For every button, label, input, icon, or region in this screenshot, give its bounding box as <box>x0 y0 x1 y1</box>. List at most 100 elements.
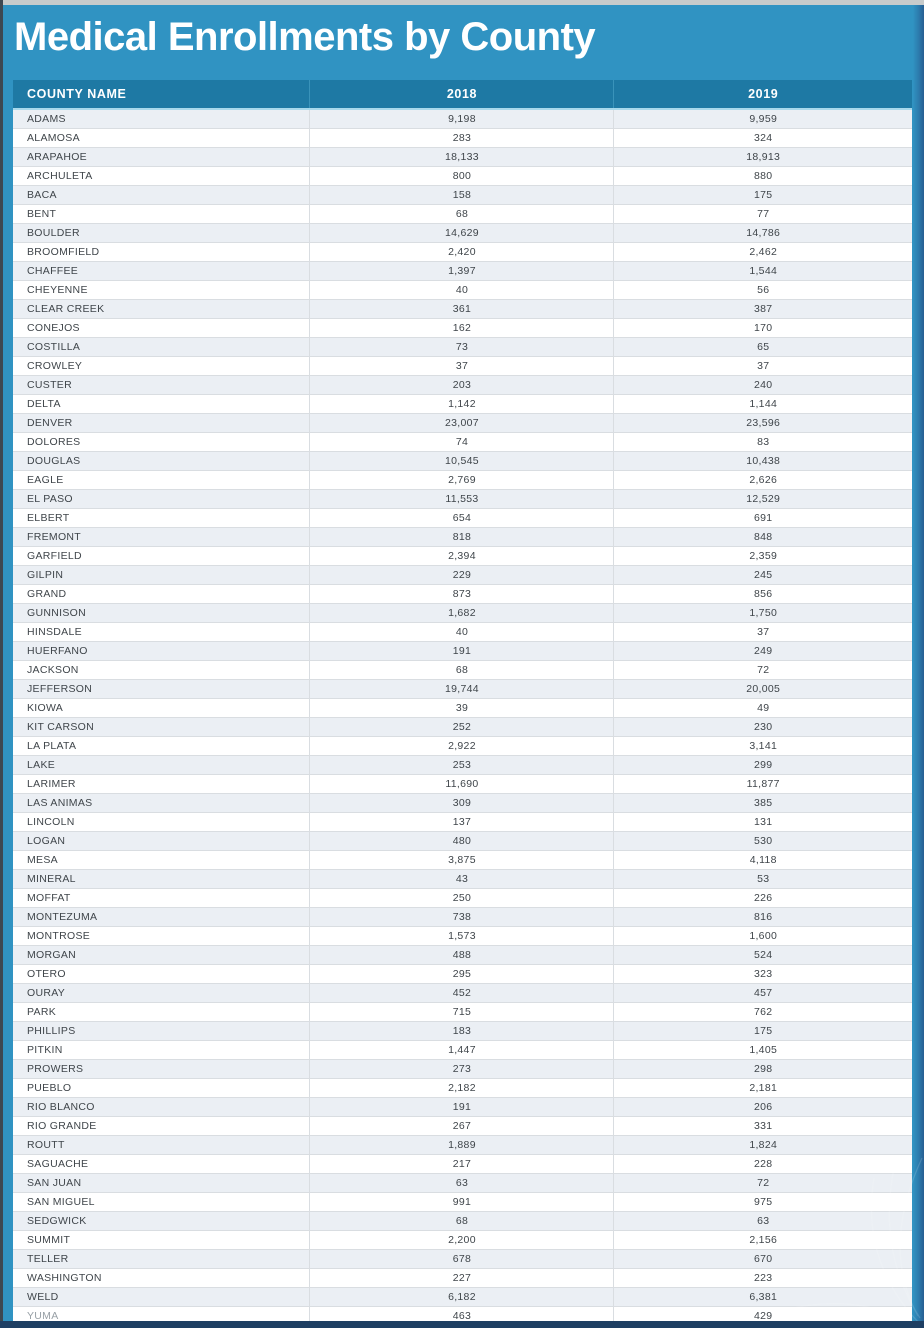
value-2018-cell: 1,889 <box>309 1135 614 1155</box>
value-2019-cell: 65 <box>613 337 912 357</box>
table-body: ADAMS 9,198 9,959 ALAMOSA 283 324 ARAPAHOE 18,1… <box>13 109 912 1326</box>
county-name-cell: KIOWA <box>13 698 310 718</box>
value-2018-cell: 63 <box>309 1173 614 1193</box>
value-2019-cell: 63 <box>613 1211 912 1231</box>
value-2018-cell: 217 <box>309 1154 614 1174</box>
value-2018-cell: 39 <box>309 698 614 718</box>
county-name-cell: MOFFAT <box>13 888 310 908</box>
value-2019-cell: 691 <box>613 508 912 528</box>
value-2019-cell: 228 <box>613 1154 912 1174</box>
county-name-cell: JACKSON <box>13 660 310 680</box>
county-name-cell: RIO GRANDE <box>13 1116 310 1136</box>
table-row: LA PLATA 2,922 3,141 <box>13 736 912 756</box>
value-2019-cell: 72 <box>613 1173 912 1193</box>
value-2018-cell: 1,397 <box>309 261 614 281</box>
table-row: MONTEZUMA 738 816 <box>13 907 912 927</box>
table-row: KIT CARSON 252 230 <box>13 717 912 737</box>
value-2019-cell: 245 <box>613 565 912 585</box>
county-name-cell: GRAND <box>13 584 310 604</box>
county-name-cell: ROUTT <box>13 1135 310 1155</box>
value-2019-cell: 37 <box>613 622 912 642</box>
value-2018-cell: 273 <box>309 1059 614 1079</box>
value-2018-cell: 2,769 <box>309 470 614 490</box>
table-row: WELD 6,182 6,381 <box>13 1287 912 1307</box>
value-2018-cell: 1,573 <box>309 926 614 946</box>
value-2018-cell: 991 <box>309 1192 614 1212</box>
value-2018-cell: 738 <box>309 907 614 927</box>
county-name-cell: CHEYENNE <box>13 280 310 300</box>
value-2019-cell: 762 <box>613 1002 912 1022</box>
table-row: SAGUACHE 217 228 <box>13 1154 912 1174</box>
title-bar: Medical Enrollments by County <box>0 5 924 80</box>
value-2019-cell: 12,529 <box>613 489 912 509</box>
table-row: DOUGLAS 10,545 10,438 <box>13 451 912 471</box>
table-row: SAN MIGUEL 991 975 <box>13 1192 912 1212</box>
table-row: JACKSON 68 72 <box>13 660 912 680</box>
value-2018-cell: 19,744 <box>309 679 614 699</box>
county-name-cell: GILPIN <box>13 565 310 585</box>
county-name-cell: JEFFERSON <box>13 679 310 699</box>
county-name-cell: PROWERS <box>13 1059 310 1079</box>
value-2019-cell: 324 <box>613 128 912 148</box>
value-2018-cell: 1,682 <box>309 603 614 623</box>
table-row: ELBERT 654 691 <box>13 508 912 528</box>
value-2018-cell: 2,394 <box>309 546 614 566</box>
value-2018-cell: 40 <box>309 280 614 300</box>
value-2018-cell: 40 <box>309 622 614 642</box>
value-2019-cell: 20,005 <box>613 679 912 699</box>
value-2019-cell: 9,959 <box>613 109 912 129</box>
value-2018-cell: 162 <box>309 318 614 338</box>
county-name-cell: GUNNISON <box>13 603 310 623</box>
county-name-cell: ADAMS <box>13 109 310 129</box>
table-row: CHAFFEE 1,397 1,544 <box>13 261 912 281</box>
county-name-cell: HUERFANO <box>13 641 310 661</box>
value-2018-cell: 6,182 <box>309 1287 614 1307</box>
table-row: LINCOLN 137 131 <box>13 812 912 832</box>
table-row: KIOWA 39 49 <box>13 698 912 718</box>
value-2018-cell: 361 <box>309 299 614 319</box>
value-2019-cell: 2,462 <box>613 242 912 262</box>
value-2018-cell: 191 <box>309 1097 614 1117</box>
table-row: PITKIN 1,447 1,405 <box>13 1040 912 1060</box>
value-2019-cell: 323 <box>613 964 912 984</box>
county-name-cell: LAKE <box>13 755 310 775</box>
table-row: COSTILLA 73 65 <box>13 337 912 357</box>
value-2019-cell: 457 <box>613 983 912 1003</box>
table-row: SAN JUAN 63 72 <box>13 1173 912 1193</box>
value-2019-cell: 816 <box>613 907 912 927</box>
table-row: BOULDER 14,629 14,786 <box>13 223 912 243</box>
county-name-cell: SEDGWICK <box>13 1211 310 1231</box>
table-row: TELLER 678 670 <box>13 1249 912 1269</box>
county-name-cell: MONTEZUMA <box>13 907 310 927</box>
county-name-cell: TELLER <box>13 1249 310 1269</box>
table-row: OTERO 295 323 <box>13 964 912 984</box>
county-name-cell: DOLORES <box>13 432 310 452</box>
value-2019-cell: 880 <box>613 166 912 186</box>
county-name-cell: MESA <box>13 850 310 870</box>
county-name-cell: BACA <box>13 185 310 205</box>
value-2018-cell: 488 <box>309 945 614 965</box>
value-2018-cell: 2,922 <box>309 736 614 756</box>
table-row: DENVER 23,007 23,596 <box>13 413 912 433</box>
county-name-cell: SAN MIGUEL <box>13 1192 310 1212</box>
value-2019-cell: 530 <box>613 831 912 851</box>
table-header: COUNTY NAME 2018 2019 <box>13 80 912 110</box>
value-2019-cell: 848 <box>613 527 912 547</box>
county-name-cell: LARIMER <box>13 774 310 794</box>
value-2018-cell: 191 <box>309 641 614 661</box>
value-2018-cell: 1,447 <box>309 1040 614 1060</box>
value-2019-cell: 170 <box>613 318 912 338</box>
value-2019-cell: 53 <box>613 869 912 889</box>
county-name-cell: LOGAN <box>13 831 310 851</box>
county-name-cell: MORGAN <box>13 945 310 965</box>
value-2018-cell: 452 <box>309 983 614 1003</box>
value-2019-cell: 18,913 <box>613 147 912 167</box>
county-name-cell: CLEAR CREEK <box>13 299 310 319</box>
table-row: LAKE 253 299 <box>13 755 912 775</box>
table-row: EAGLE 2,769 2,626 <box>13 470 912 490</box>
table-row: PROWERS 273 298 <box>13 1059 912 1079</box>
value-2018-cell: 227 <box>309 1268 614 1288</box>
value-2019-cell: 299 <box>613 755 912 775</box>
value-2018-cell: 283 <box>309 128 614 148</box>
county-name-cell: OTERO <box>13 964 310 984</box>
